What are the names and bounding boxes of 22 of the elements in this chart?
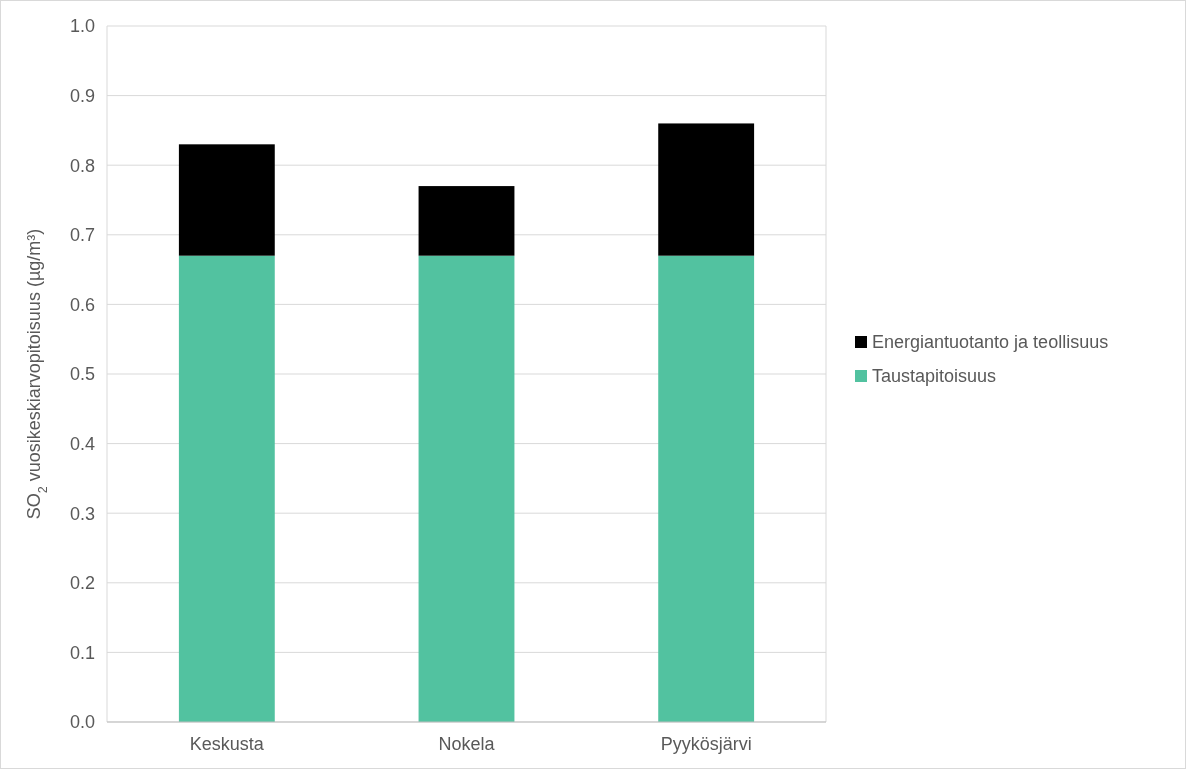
x-tick-label: Pyykösjärvi [660,734,752,754]
bar [418,186,515,256]
bar [658,255,755,722]
y-tick-label: 0.8 [69,155,95,176]
x-tick-label: Nokela [438,734,496,754]
y-tick-label: 0.0 [69,712,95,733]
y-tick-label: 0.7 [69,225,95,246]
legend-label: Taustapitoisuus [872,366,997,387]
bar [418,255,515,722]
y-tick-label: 0.9 [69,85,95,106]
y-tick-label: 0.6 [69,294,95,315]
x-tick-label: Keskusta [189,734,265,754]
bar [178,255,275,722]
y-tick-label: 0.1 [69,642,95,663]
y-tick-label: 0.2 [69,573,95,594]
y-tick-label: 0.4 [69,433,95,454]
y-tick-label: 0.5 [69,364,95,385]
bar [658,123,755,256]
bar [178,144,275,256]
legend-label: Energiantuotanto ja teollisuus [872,332,1109,353]
y-tick-label: 0.3 [69,503,95,524]
y-tick-label: 1.0 [69,16,95,37]
